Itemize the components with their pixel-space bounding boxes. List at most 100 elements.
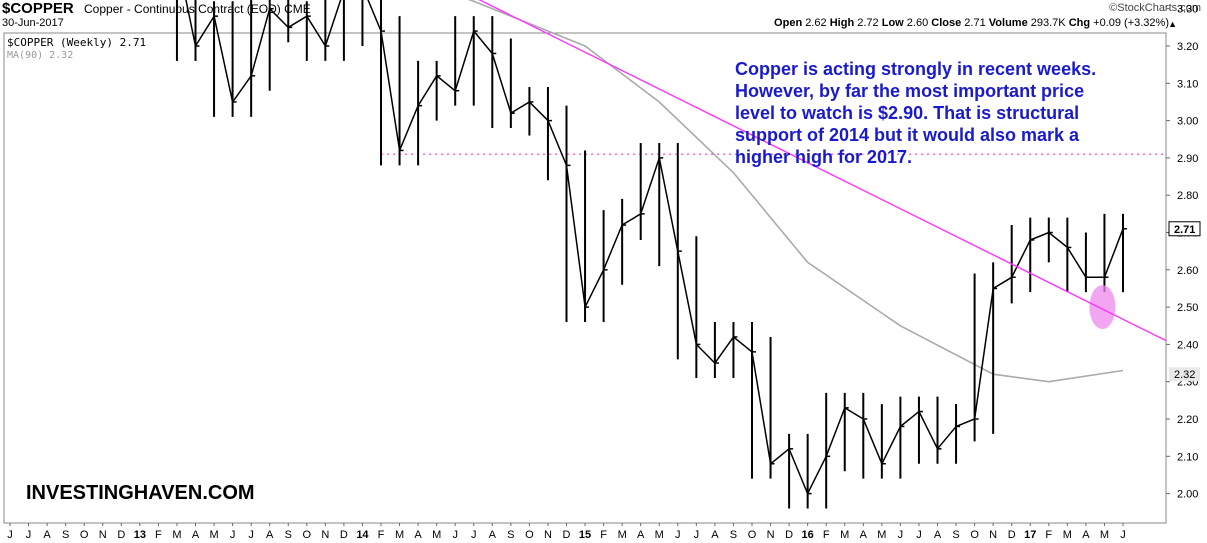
price-flag-box [1168, 221, 1201, 237]
commentary-line: level to watch is $2.90. That is structu… [735, 103, 1080, 123]
high-value: 2.72 [857, 17, 879, 29]
x-tick-label: A [414, 529, 422, 541]
y-tick-label: 2.90 [1177, 153, 1198, 165]
x-tick-label: D [340, 529, 348, 541]
x-tick-label: A [1082, 529, 1090, 541]
legend-title: $COPPER (Weekly) 2.71 [7, 36, 147, 49]
x-tick-label: A [860, 529, 868, 541]
y-tick-label: 2.10 [1177, 451, 1198, 463]
exchange-text: CME [284, 2, 311, 16]
commentary-line: However, by far the most important price [735, 81, 1085, 101]
x-tick-label: J [230, 529, 236, 541]
commentary: Copper is acting strongly in recent week… [735, 58, 1175, 168]
x-tick-label: A [934, 529, 942, 541]
high-label: High [829, 17, 855, 29]
x-tick-label: J [916, 529, 922, 541]
low-label: Low [881, 17, 904, 29]
x-tick-label: A [489, 529, 497, 541]
x-tick-label: N [989, 529, 997, 541]
x-tick-label: S [285, 529, 292, 541]
x-tick-label: O [80, 529, 89, 541]
x-tick-label: J [898, 529, 904, 541]
x-tick-label: A [711, 529, 719, 541]
x-tick-label: J [248, 529, 254, 541]
x-tick-label: 15 [579, 529, 591, 541]
y-tick-label: 3.30 [1177, 4, 1198, 16]
trend-line [478, 0, 1167, 342]
x-tick-label: O [970, 529, 979, 541]
y-tick-label: 3.00 [1177, 116, 1198, 128]
x-tick-label: S [730, 529, 737, 541]
x-tick-label: N [99, 529, 107, 541]
y-tick-label: 2.00 [1177, 489, 1198, 501]
x-tick-label: S [507, 529, 514, 541]
x-tick-label: 16 [802, 529, 814, 541]
commentary-line: higher high for 2017. [735, 147, 913, 167]
price-line [185, 0, 1124, 496]
x-tick-label: J [26, 529, 32, 541]
x-tick-label: F [378, 529, 385, 541]
y-tick-label: 2.50 [1177, 302, 1198, 314]
chart-symbol: $COPPER [2, 0, 74, 17]
close-label: Close [931, 17, 962, 29]
y-tick-label: 2.60 [1177, 265, 1198, 277]
volume-label: Volume [988, 17, 1028, 29]
x-tick-label: M [1100, 529, 1109, 541]
x-tick-label: N [544, 529, 552, 541]
x-tick-label: M [172, 529, 181, 541]
x-tick-label: D [563, 529, 571, 541]
y-tick-label: 2.40 [1177, 339, 1198, 351]
brand-label: ©StockCharts.com [1109, 2, 1201, 14]
up-triangle-icon: ▲ [1168, 19, 1177, 29]
x-tick-label: M [209, 529, 218, 541]
x-tick-label: M [655, 529, 664, 541]
x-tick-label: M [1063, 529, 1072, 541]
chart-description: Copper - Continuous Contract (EOD) CME [84, 2, 311, 16]
x-tick-label: M [432, 529, 441, 541]
price-flag-label: 2.71 [1174, 224, 1195, 236]
x-tick-label: N [767, 529, 775, 541]
x-tick-label: O [303, 529, 312, 541]
watermark: INVESTINGHAVEN.COM [26, 482, 255, 504]
x-tick-label: A [266, 529, 274, 541]
x-tick-label: J [452, 529, 458, 541]
x-tick-label: D [1008, 529, 1016, 541]
close-value: 2.71 [964, 17, 986, 29]
y-tick-label: 3.10 [1177, 78, 1198, 90]
x-tick-label: S [952, 529, 959, 541]
x-tick-label: M [618, 529, 627, 541]
x-tick-label: F [600, 529, 607, 541]
x-tick-label: M [877, 529, 886, 541]
chg-label: Chg [1068, 17, 1091, 29]
commentary-line: Copper is acting strongly in recent week… [735, 59, 1097, 79]
x-tick-label: A [43, 529, 51, 541]
ohlc-stats: Open 2.62 High 2.72 Low 2.60 Close 2.71 … [774, 17, 1169, 29]
x-tick-label: D [117, 529, 125, 541]
highlight-ellipse [1089, 285, 1116, 330]
chart-date: 30-Jun-2017 [2, 17, 64, 29]
open-value: 2.62 [805, 17, 827, 29]
x-tick-label: 14 [356, 529, 369, 541]
x-tick-label: J [7, 529, 13, 541]
legend-ma: MA(90) 2.32 [7, 50, 74, 61]
x-tick-label: J [1120, 529, 1126, 541]
x-tick-label: F [155, 529, 162, 541]
x-tick-label: A [637, 529, 645, 541]
chg-value: +0.09 (+3.32%) [1093, 17, 1169, 29]
ma-flag-label: 2.32 [1174, 369, 1195, 381]
open-label: Open [774, 17, 803, 29]
x-tick-label: O [748, 529, 757, 541]
description-text: Copper - Continuous Contract (EOD) [84, 2, 281, 16]
low-value: 2.60 [906, 17, 929, 29]
ma-flag-box [1169, 367, 1200, 382]
x-tick-label: N [321, 529, 329, 541]
x-tick-label: 13 [134, 529, 146, 541]
x-tick-label: F [1045, 529, 1052, 541]
x-tick-label: J [675, 529, 681, 541]
commentary-line: support of 2014 but it would also mark a [735, 125, 1080, 145]
x-tick-label: J [694, 529, 700, 541]
x-tick-label: S [62, 529, 69, 541]
y-tick-label: 2.80 [1177, 190, 1198, 202]
y-tick-label: 2.20 [1177, 414, 1198, 426]
